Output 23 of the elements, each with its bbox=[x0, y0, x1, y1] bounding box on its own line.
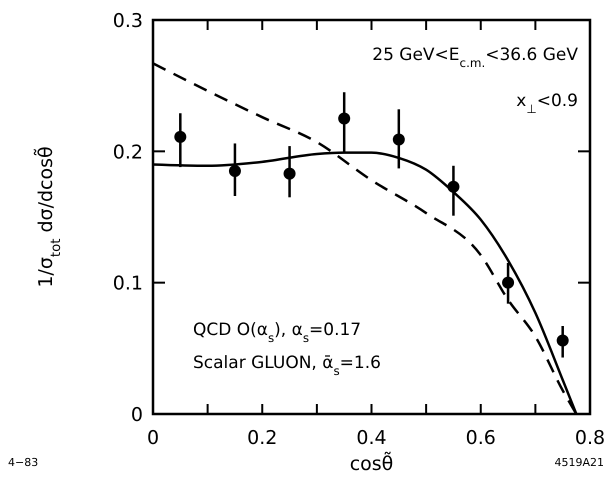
x-tick-label: 0 bbox=[146, 427, 160, 449]
annotation: QCD O(α$_{s}$), α$_{s}$=0.17 bbox=[193, 320, 362, 345]
point bbox=[556, 334, 569, 346]
text: 4−83 bbox=[8, 456, 38, 469]
point bbox=[174, 130, 186, 143]
annotation: x$_{⊥}$<0.9 bbox=[516, 91, 578, 116]
annotation: Scalar GLUON, ᾱ$_{s}$=1.6 bbox=[193, 353, 381, 378]
x-tick-label: 0.2 bbox=[247, 427, 278, 449]
y-tick-label: 0.3 bbox=[112, 10, 143, 32]
annotation: 25 GeV<E$_{c.m.}$<36.6 GeV bbox=[372, 45, 578, 70]
point bbox=[502, 276, 514, 289]
x-axis-title: cosθ̃ bbox=[350, 452, 394, 475]
y-tick-label: 0.2 bbox=[112, 141, 143, 164]
y-tick-label: 0 bbox=[130, 404, 143, 426]
x-tick-label: 0.8 bbox=[574, 427, 606, 449]
x-tick-label: 0.6 bbox=[466, 427, 496, 449]
point bbox=[338, 112, 350, 124]
point bbox=[228, 165, 241, 178]
x-tick-label: 0.4 bbox=[356, 427, 387, 449]
text: 4519A21 bbox=[554, 456, 604, 469]
point bbox=[392, 134, 405, 146]
y-tick-label: 0.1 bbox=[112, 272, 143, 295]
point bbox=[284, 168, 296, 180]
